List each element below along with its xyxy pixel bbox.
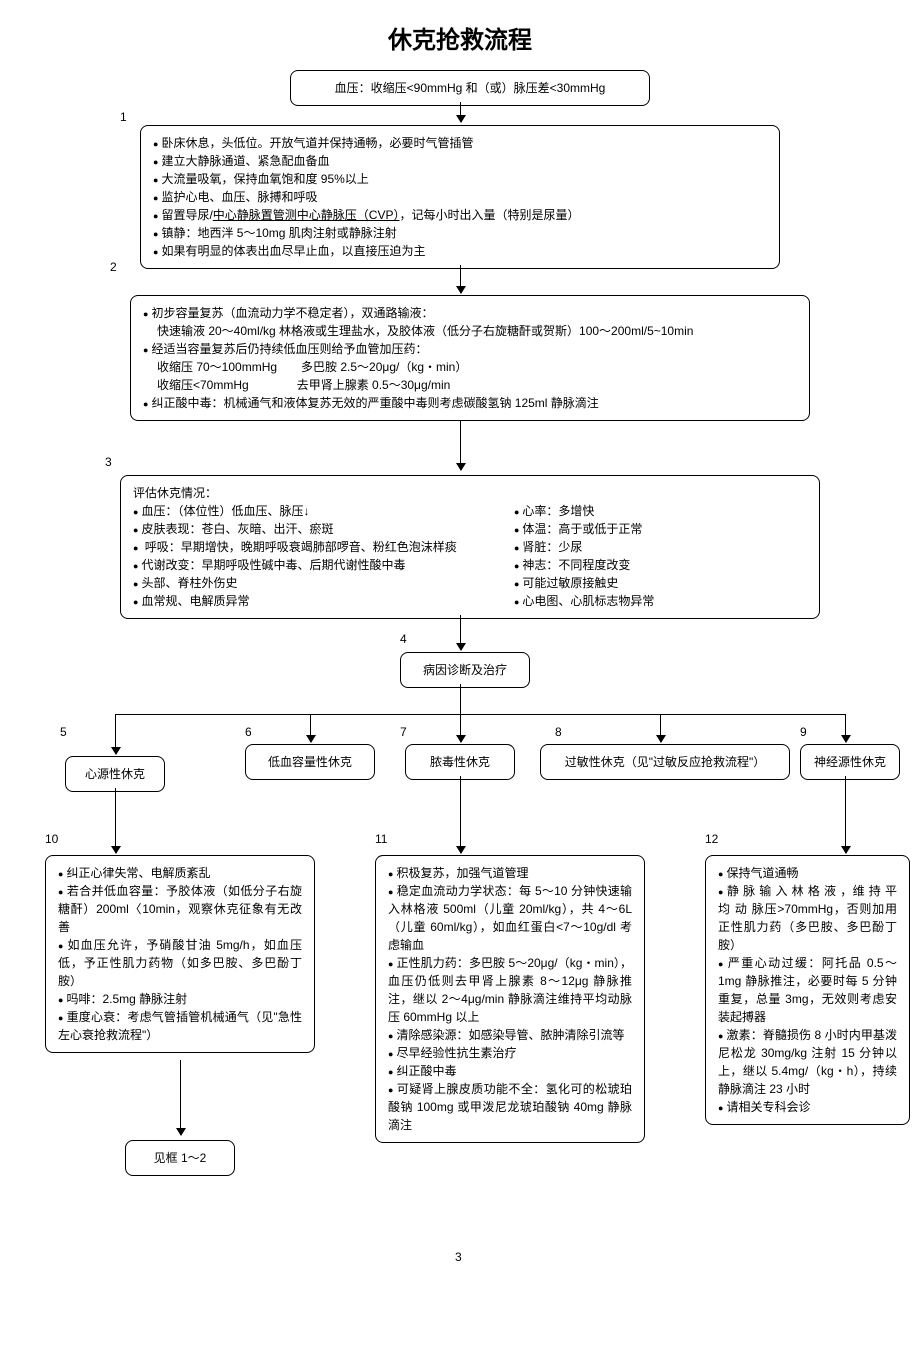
b4-text: 病因诊断及治疗 [423, 663, 507, 677]
b10-0: 纠正心律失常、电解质紊乱 [58, 864, 302, 882]
b12-4: 请相关专科会诊 [718, 1098, 897, 1116]
b1-i4: 镇静：地西泮 5～10mg 肌肉注射或静脉注射 [153, 224, 767, 242]
label-4: 4 [400, 632, 407, 646]
b12-3: 激素：脊髓损伤 8 小时内甲基泼尼松龙 30mg/kg 注射 15 分钟以上，继… [718, 1026, 897, 1098]
box-3: 评估休克情况： 血压：（体位性）低血压、脉压↓ 皮肤表现：苍白、灰暗、出汗、瘀斑… [120, 475, 820, 619]
b11-2: 正性肌力药：多巴胺 5～20μg/（kg・min），血压仍低则去甲肾上腺素 8～… [388, 954, 632, 1026]
b3r0: 心率：多增快 [514, 502, 807, 520]
b5-text: 心源性休克 [85, 767, 145, 781]
label-12: 12 [705, 832, 718, 846]
b12-1: 静 脉 输 入 林 格 液 ，维 持 平 均 动 脉压>70mmHg，否则加用正… [718, 882, 897, 954]
box-12: 保持气道通畅 静 脉 输 入 林 格 液 ，维 持 平 均 动 脉压>70mmH… [705, 855, 910, 1125]
b12-0: 保持气道通畅 [718, 864, 897, 882]
box2-list: 初步容量复苏（血流动力学不稳定者），双通路输液： [143, 304, 797, 322]
b2-l2b: 收缩压<70mmHg 去甲肾上腺素 0.5～30μg/min [143, 376, 797, 394]
arr-b6 [310, 714, 311, 742]
arr-9-12 [845, 776, 846, 853]
b8-text: 过敏性休克（见"过敏反应抢救流程"） [565, 755, 766, 769]
b1-i5: 如果有明显的体表出血尽早止血，以直接压迫为主 [153, 242, 767, 260]
box1-list: 卧床休息，头低位。开放气道并保持通畅，必要时气管插管 建立大静脉通道、紧急配血备… [153, 134, 767, 260]
b3r4: 可能过敏原接触史 [514, 574, 807, 592]
b1-i2: 大流量吸氧，保持血氧饱和度 95%以上 [153, 170, 767, 188]
b11-5: 纠正酸中毒 [388, 1062, 632, 1080]
arr-b8 [660, 714, 661, 742]
arr-b9 [845, 714, 846, 742]
b11-1: 稳定血流动力学状态：每 5～10 分钟快速输入林格液 500ml（儿童 20ml… [388, 882, 632, 954]
b6-text: 低血容量性休克 [268, 755, 352, 769]
box-10: 纠正心律失常、电解质紊乱 若合并低血容量：予胶体液（如低分子右旋糖酐）200ml… [45, 855, 315, 1053]
arrow-0-1 [460, 102, 461, 122]
b13-text: 见框 1～2 [154, 1151, 207, 1165]
line-4-down [460, 684, 461, 714]
b1-i1: 建立大静脉通道、紧急配血备血 [153, 152, 767, 170]
label-11: 11 [375, 832, 387, 846]
b2-l3: 纠正酸中毒：机械通气和液体复苏无效的严重酸中毒则考虑碳酸氢钠 125ml 静脉滴… [143, 394, 797, 412]
label-6: 6 [245, 725, 252, 739]
box-7: 脓毒性休克 [405, 744, 515, 780]
b2-l2a: 收缩压 70～100mmHg 多巴胺 2.5～20μg/（kg・min） [143, 358, 797, 376]
b10-2: 如血压允许，予硝酸甘油 5mg/h，如血压低，予正性肌力药物（如多巴胺、多巴酚丁… [58, 936, 302, 990]
page-title: 休克抢救流程 [0, 20, 920, 55]
label-10: 10 [45, 832, 58, 846]
box-start: 血压：收缩压<90mmHg 和（或）脉压差<30mmHg [290, 70, 650, 106]
b1-i0: 卧床休息，头低位。开放气道并保持通畅，必要时气管插管 [153, 134, 767, 152]
box-2: 初步容量复苏（血流动力学不稳定者），双通路输液： 快速输液 20～40ml/kg… [130, 295, 810, 421]
arrow-2-3 [460, 420, 461, 470]
page-number: 3 [455, 1250, 462, 1264]
b7-text: 脓毒性休克 [430, 755, 490, 769]
b3l2: 呼吸：早期增快，晚期呼吸衰竭肺部啰音、粉红色泡沫样痰 [133, 538, 514, 556]
b3-head: 评估休克情况： [133, 484, 807, 502]
start-text: 血压：收缩压<90mmHg 和（或）脉压差<30mmHg [335, 81, 606, 95]
b11-6: 可疑肾上腺皮质功能不全：氢化可的松琥珀酸钠 100mg 或甲泼尼龙琥珀酸钠 40… [388, 1080, 632, 1134]
box-11: 积极复苏，加强气道管理 稳定血流动力学状态：每 5～10 分钟快速输入林格液 5… [375, 855, 645, 1143]
label-1: 1 [120, 110, 127, 124]
b2-l1: 初步容量复苏（血流动力学不稳定者），双通路输液： [143, 304, 797, 322]
box-5: 心源性休克 [65, 756, 165, 792]
label-3: 3 [105, 455, 112, 469]
box-4: 病因诊断及治疗 [400, 652, 530, 688]
b3r3: 神志：不同程度改变 [514, 556, 807, 574]
arr-7-11 [460, 776, 461, 853]
b11-4: 尽早经验性抗生素治疗 [388, 1044, 632, 1062]
b3-cols: 血压：（体位性）低血压、脉压↓ 皮肤表现：苍白、灰暗、出汗、瘀斑 呼吸：早期增快… [133, 502, 807, 610]
b1-cvp: 留置导尿/中心静脉置管测中心静脉压（CVP），记每小时出入量（特别是尿量） [153, 206, 767, 224]
label-8: 8 [555, 725, 562, 739]
b10-1: 若合并低血容量：予胶体液（如低分子右旋糖酐）200ml〈10min，观察休克征象… [58, 882, 302, 936]
b3r5: 心电图、心肌标志物异常 [514, 592, 807, 610]
b3l4: 头部、脊柱外伤史 [133, 574, 514, 592]
arrow-3-4 [460, 615, 461, 650]
box-9: 神经源性休克 [800, 744, 900, 780]
arrow-1-2 [460, 265, 461, 293]
b12-2: 严重心动过缓：阿托品 0.5～1mg 静脉推注，必要时每 5 分钟重复，总量 3… [718, 954, 897, 1026]
b11-0: 积极复苏，加强气道管理 [388, 864, 632, 882]
b3r1: 体温：高于或低于正常 [514, 520, 807, 538]
arr-10-13 [180, 1060, 181, 1135]
b2-l1b: 快速输液 20～40ml/kg 林格液或生理盐水，及胶体液（低分子右旋糖酐或贺斯… [143, 322, 797, 340]
b10-3: 吗啡：2.5mg 静脉注射 [58, 990, 302, 1008]
b10-4: 重度心衰：考虑气管插管机械通气（见"急性左心衰抢救流程"） [58, 1008, 302, 1044]
label-5: 5 [60, 725, 67, 739]
b3l0: 血压：（体位性）低血压、脉压↓ [133, 502, 514, 520]
b3r2: 肾脏：少尿 [514, 538, 807, 556]
arr-b5 [115, 714, 116, 754]
label-2: 2 [110, 260, 117, 274]
b1-i3: 监护心电、血压、脉搏和呼吸 [153, 188, 767, 206]
b2-l2: 经适当容量复苏后仍持续低血压则给予血管加压药： [143, 340, 797, 358]
line-branch [115, 714, 845, 715]
flowchart-canvas: 血压：收缩压<90mmHg 和（或）脉压差<30mmHg 1 卧床休息，头低位。… [0, 70, 920, 1330]
box-13: 见框 1～2 [125, 1140, 235, 1176]
b9-text: 神经源性休克 [814, 755, 886, 769]
b3l3: 代谢改变：早期呼吸性碱中毒、后期代谢性酸中毒 [133, 556, 514, 574]
b11-3: 清除感染源：如感染导管、脓肿清除引流等 [388, 1026, 632, 1044]
b3l5: 血常规、电解质异常 [133, 592, 514, 610]
arr-5-10 [115, 788, 116, 853]
label-9: 9 [800, 725, 807, 739]
label-7: 7 [400, 725, 407, 739]
box-1: 卧床休息，头低位。开放气道并保持通畅，必要时气管插管 建立大静脉通道、紧急配血备… [140, 125, 780, 269]
box-6: 低血容量性休克 [245, 744, 375, 780]
arr-b7 [460, 714, 461, 742]
b3l1: 皮肤表现：苍白、灰暗、出汗、瘀斑 [133, 520, 514, 538]
box-8: 过敏性休克（见"过敏反应抢救流程"） [540, 744, 790, 780]
